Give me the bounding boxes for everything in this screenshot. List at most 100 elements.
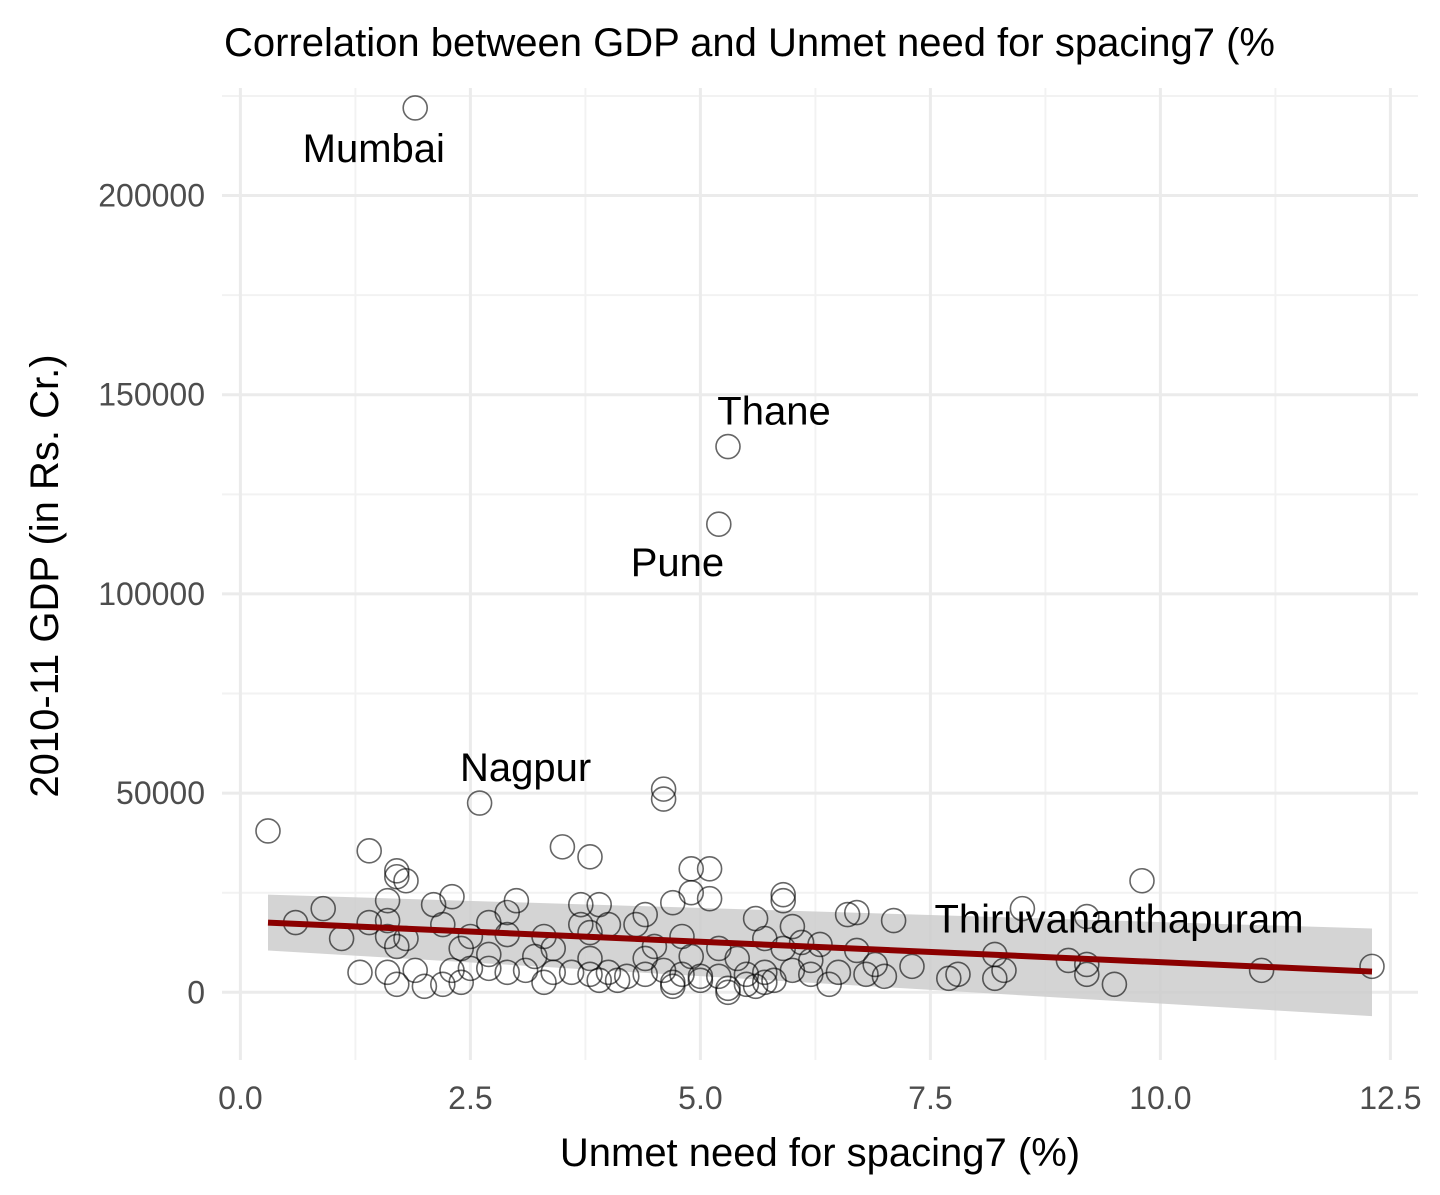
y-tick-label: 0 (187, 974, 205, 1010)
data-point (687, 967, 714, 994)
data-point (696, 885, 723, 912)
data-point (1009, 895, 1036, 922)
data-point (374, 923, 401, 950)
data-point (475, 955, 502, 982)
data-point (650, 776, 677, 802)
x-tick-label: 0.0 (218, 1080, 262, 1116)
data-point (383, 857, 410, 884)
data-point (1129, 867, 1155, 894)
data-point (402, 957, 429, 984)
data-point (429, 971, 456, 998)
data-point (393, 867, 419, 894)
x-tick-label: 12.5 (1359, 1080, 1421, 1116)
data-point (457, 955, 484, 982)
data-point (521, 943, 548, 970)
data-point (577, 844, 603, 870)
data-point (742, 973, 769, 1000)
data-point (981, 965, 1008, 992)
data-point (724, 945, 751, 972)
data-point (466, 790, 493, 816)
y-tick-label: 200000 (98, 178, 205, 214)
data-point (567, 891, 594, 918)
data-point (577, 919, 603, 946)
data-point (991, 957, 1017, 984)
y-tick-label: 150000 (98, 377, 205, 413)
point-label: Nagpur (460, 746, 591, 790)
data-point (1101, 971, 1128, 998)
data-point (770, 881, 797, 908)
data-point (871, 963, 898, 990)
data-point (439, 883, 465, 910)
data-point (1248, 957, 1275, 984)
data-point (659, 969, 686, 996)
data-point (402, 95, 429, 121)
data-point (650, 786, 677, 812)
data-point (512, 957, 539, 984)
data-point (1074, 903, 1100, 930)
data-point (696, 855, 723, 882)
data-point (632, 945, 659, 972)
axis-ticks: 0.0 2.5 5.0 7.5 10.0 12.5 0 50000 100000 150000 20… (98, 178, 1421, 1116)
y-axis-title: 2010-11 GDP (in Rs. Cr.) (23, 354, 67, 797)
data-point (880, 907, 907, 934)
data-point (632, 901, 659, 928)
data-point (411, 973, 438, 1000)
trend-line (267, 919, 1373, 975)
data-point (715, 433, 741, 460)
data-point (733, 971, 760, 998)
data-point (429, 911, 456, 938)
data-point (678, 879, 705, 906)
data-point (577, 961, 603, 988)
x-tick-label: 7.5 (908, 1080, 952, 1116)
data-point (935, 965, 962, 992)
data-point (779, 913, 806, 940)
data-point (475, 941, 502, 968)
chart-title: Correlation between GDP and Unmet need f… (224, 21, 1275, 65)
data-points (255, 95, 1385, 1006)
data-point (770, 887, 797, 914)
data-point (356, 909, 383, 936)
point-labels: Mumbai Thane Pune Nagpur Thiruvananthapuram (303, 127, 1304, 942)
data-point (374, 887, 401, 914)
x-tick-label: 2.5 (448, 1080, 492, 1116)
data-point (705, 511, 732, 538)
regression-line (267, 919, 1373, 975)
data-point (531, 969, 557, 996)
x-axis-title: Unmet need for spacing7 (%) (560, 1131, 1080, 1175)
data-point (1359, 953, 1385, 980)
data-point (494, 959, 521, 986)
data-point (853, 961, 879, 988)
data-point (751, 959, 778, 986)
data-point (310, 895, 337, 922)
data-point (356, 838, 383, 864)
data-point (347, 959, 373, 986)
x-tick-label: 10.0 (1129, 1080, 1191, 1116)
point-label: Thane (717, 390, 830, 434)
data-point (383, 933, 410, 960)
point-label: Pune (631, 541, 724, 585)
data-point (586, 967, 613, 994)
data-point (577, 945, 603, 972)
y-tick-label: 50000 (116, 775, 205, 811)
data-point (1074, 961, 1100, 988)
data-point (715, 979, 741, 1006)
data-point (632, 961, 659, 988)
data-point (834, 901, 861, 928)
data-point (761, 967, 787, 994)
data-point (604, 967, 631, 994)
point-label: Mumbai (303, 127, 445, 171)
data-point (595, 959, 622, 986)
y-tick-label: 100000 (98, 576, 205, 612)
data-point (383, 971, 410, 998)
data-point (255, 818, 281, 844)
data-point (1074, 951, 1100, 978)
data-point (843, 899, 870, 926)
data-point (448, 969, 475, 996)
data-point (899, 953, 925, 980)
data-point (549, 834, 576, 860)
x-tick-label: 5.0 (678, 1080, 722, 1116)
data-point (374, 907, 401, 934)
data-point (540, 959, 567, 986)
point-label: Thiruvananthapuram (934, 898, 1303, 942)
